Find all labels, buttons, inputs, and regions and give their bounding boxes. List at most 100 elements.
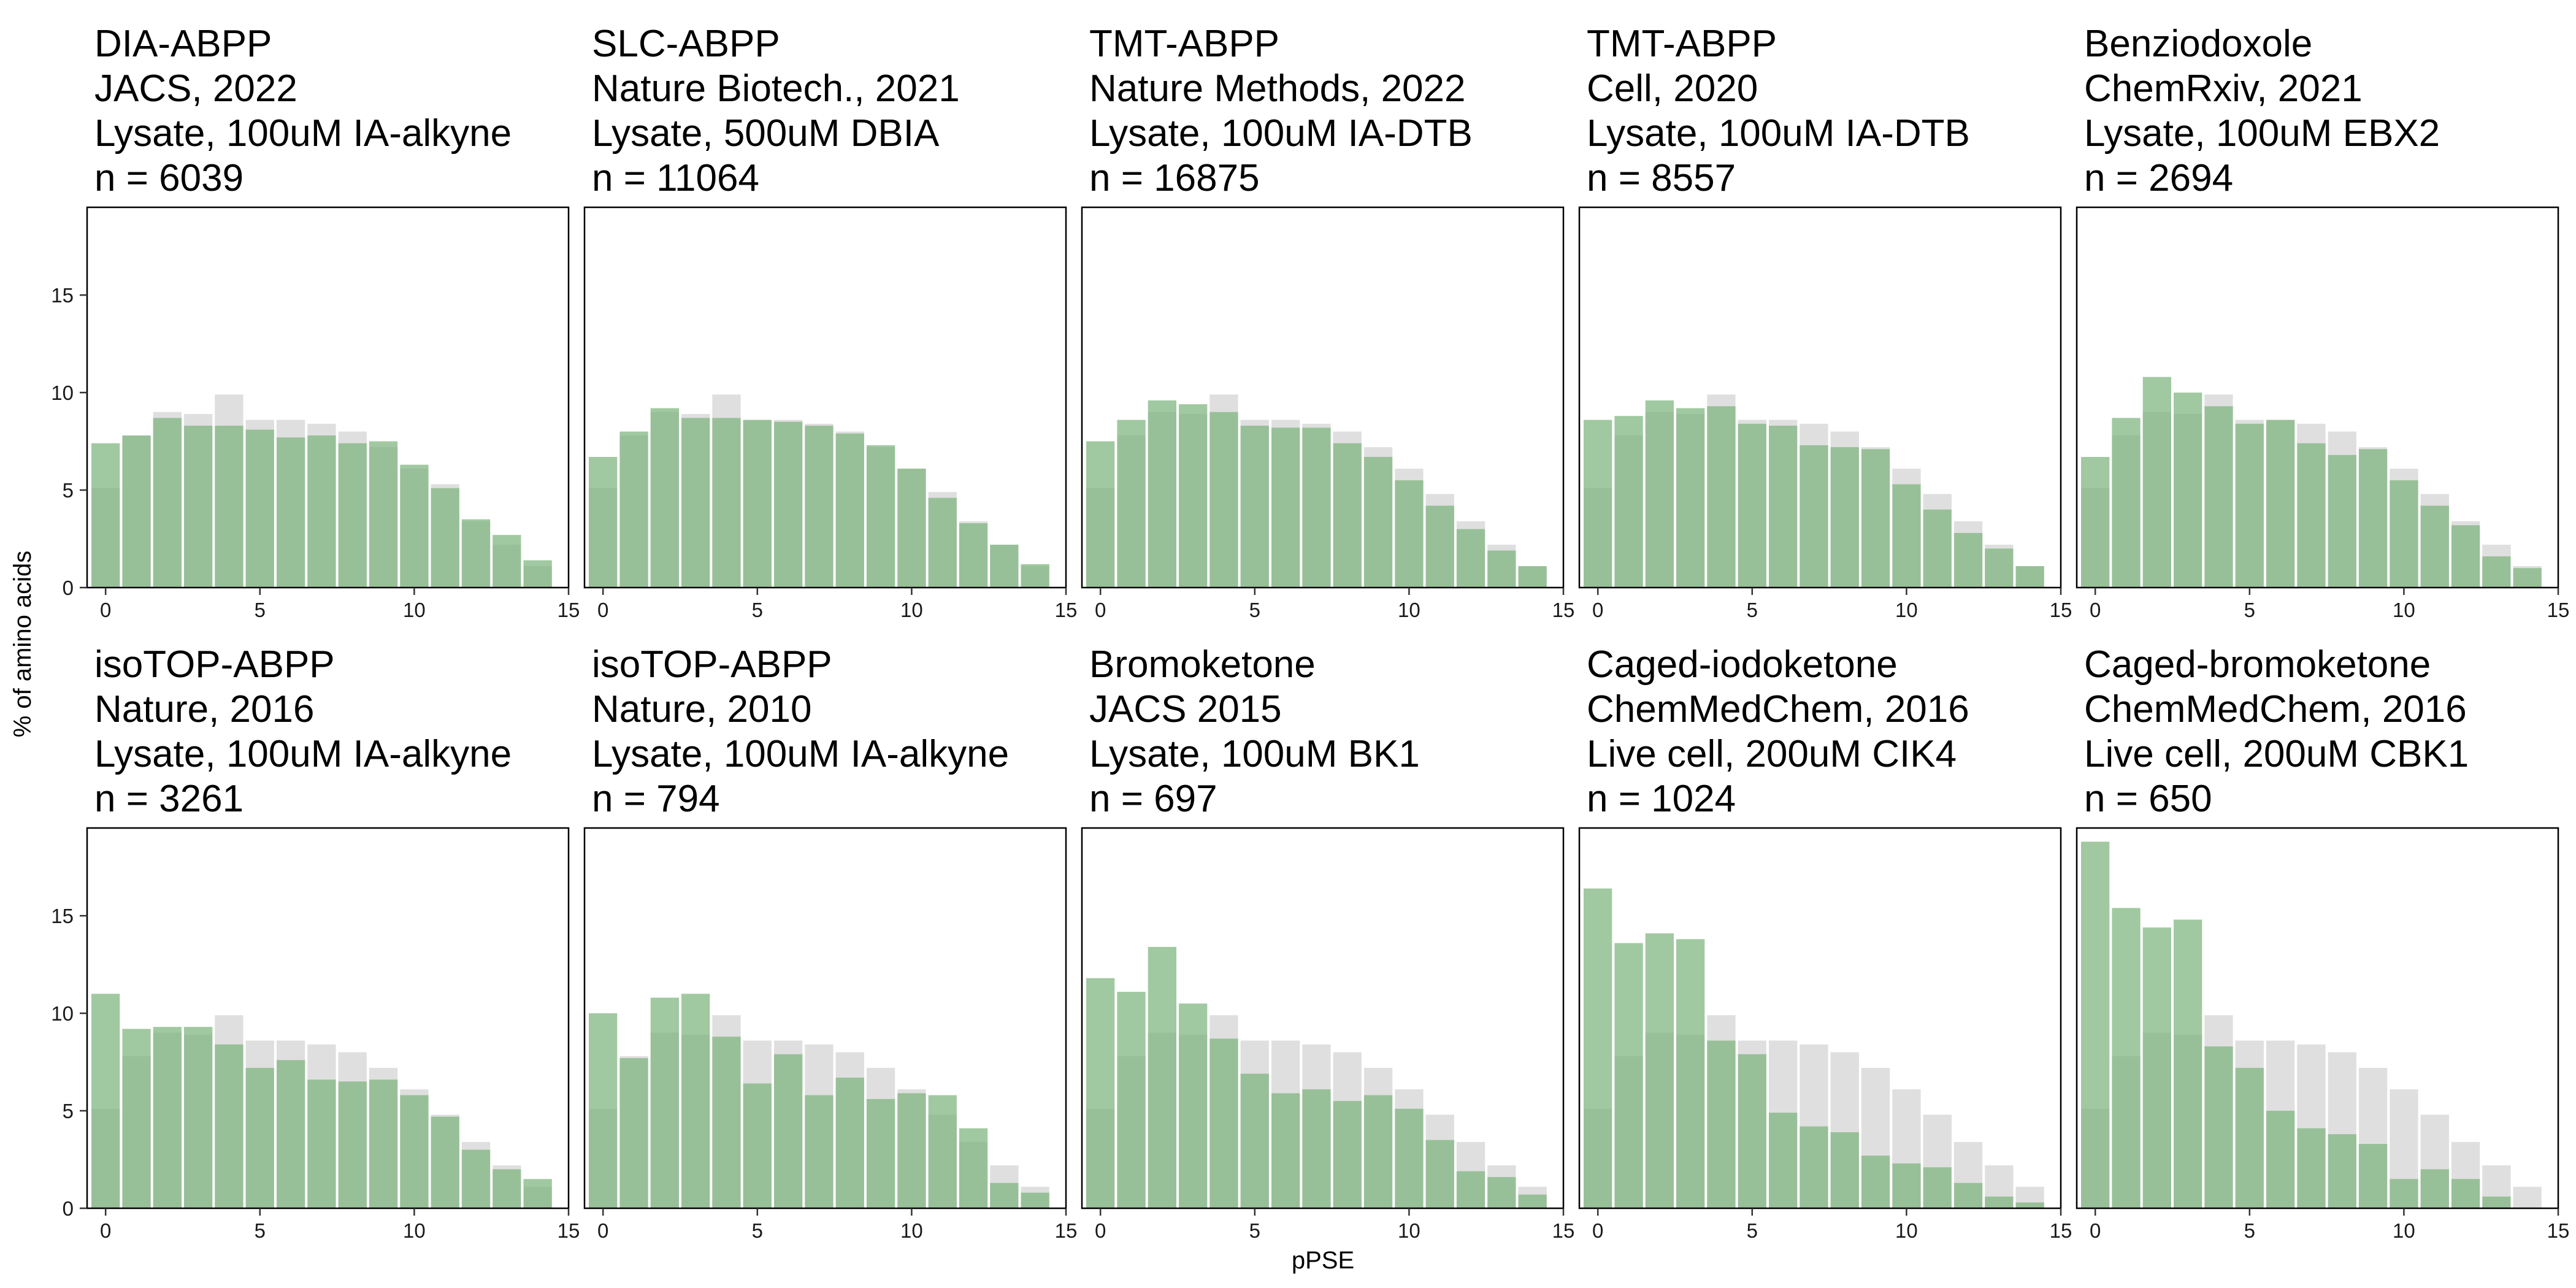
sample-bar	[774, 1054, 803, 1208]
x-tick-label: 10	[1895, 599, 1918, 621]
sample-bar	[1645, 400, 1674, 588]
y-tick-label: 10	[51, 1002, 74, 1025]
panel-title-line: Lysate, 500uM DBIA	[592, 112, 940, 155]
sample-bar	[1892, 1163, 1921, 1208]
sample-bar	[1425, 1140, 1454, 1208]
panel-title-line: DIA-ABPP	[94, 23, 272, 65]
sample-bar	[2266, 1111, 2295, 1208]
panel-title-line: Lysate, 100uM IA-alkyne	[592, 733, 1009, 775]
x-tick-label: 5	[1249, 1219, 1260, 1242]
sample-bar	[1117, 420, 1146, 588]
sample-bar	[1179, 404, 1208, 588]
sample-bars	[1584, 888, 2044, 1208]
x-tick-label: 10	[900, 1219, 923, 1242]
sample-bar	[461, 1149, 491, 1208]
x-tick-label: 15	[2050, 1219, 2072, 1242]
sample-bars	[91, 994, 552, 1208]
sample-bar	[1487, 550, 1516, 588]
x-tick-label: 5	[752, 1219, 763, 1242]
sample-bar	[2112, 908, 2141, 1208]
sample-bar	[805, 1095, 834, 1208]
sample-bar	[897, 1093, 926, 1208]
sample-bar	[1117, 992, 1146, 1208]
sample-bar	[1425, 505, 1454, 588]
sample-bar	[277, 437, 305, 588]
sample-bar	[2358, 449, 2388, 588]
sample-bar	[2204, 406, 2233, 588]
sample-bar	[681, 994, 710, 1208]
x-tick-label: 15	[558, 1219, 580, 1242]
x-tick-label: 0	[1095, 1219, 1106, 1242]
x-tick-label: 0	[100, 599, 111, 621]
panel-border	[1081, 206, 1565, 589]
sample-bar	[1456, 529, 1485, 588]
sample-bar	[835, 1078, 864, 1208]
sample-bar	[743, 420, 772, 588]
sample-bar	[650, 408, 679, 588]
x-tick-label: 5	[255, 1219, 266, 1242]
sample-bar	[1240, 1073, 1269, 1208]
panel-title-line: Nature Biotech., 2021	[592, 67, 960, 110]
sample-bar	[1271, 1093, 1300, 1208]
sample-bar	[589, 457, 618, 588]
x-tick-label: 15	[1552, 599, 1575, 621]
panel-border	[86, 206, 570, 589]
sample-bar	[2513, 568, 2542, 588]
sample-bar	[1148, 400, 1176, 588]
sample-bar	[369, 1079, 398, 1208]
sample-bar	[431, 488, 459, 588]
sample-bar	[2482, 556, 2511, 588]
sample-bar	[743, 1083, 772, 1208]
sample-bar	[91, 443, 120, 588]
x-axis-label: pPSE	[1292, 1247, 1354, 1274]
sample-bar	[1021, 564, 1049, 588]
sample-bar	[1395, 1108, 1424, 1208]
x-tick-label: 15	[558, 599, 580, 621]
sample-bar	[1707, 406, 1736, 588]
sample-bar	[493, 1169, 521, 1208]
sample-bar	[1738, 1054, 1766, 1208]
sample-bar	[1086, 978, 1115, 1208]
sample-bar	[712, 418, 741, 588]
sample-bar	[928, 497, 957, 588]
x-tick-label: 10	[1895, 1219, 1918, 1242]
sample-bar	[2358, 1144, 2388, 1208]
panel-title-line: n = 11064	[592, 157, 759, 199]
sample-bar	[369, 441, 398, 588]
sample-bar	[835, 433, 864, 588]
sample-bar	[338, 443, 367, 588]
panel-title-line: n = 1024	[1587, 778, 1736, 820]
sample-bars	[589, 994, 1049, 1208]
panel-title-line: TMT-ABPP	[1089, 23, 1279, 65]
x-tick-label: 10	[1398, 599, 1420, 621]
panel-title-line: n = 16875	[1089, 157, 1260, 199]
sample-bar	[1769, 426, 1798, 588]
sample-bar	[307, 435, 336, 588]
sample-bar	[589, 1013, 618, 1208]
panel-title-line: n = 8557	[1587, 157, 1736, 199]
sample-bar	[650, 997, 679, 1208]
sample-bars	[2081, 841, 2511, 1208]
sample-bar	[1302, 1089, 1331, 1208]
x-tick-label: 0	[2090, 1219, 2101, 1242]
panel-title-line: Lysate, 100uM IA-alkyne	[94, 733, 512, 775]
panel-title-line: ChemRxiv, 2021	[2084, 67, 2363, 110]
sample-bar	[2174, 393, 2202, 588]
panel-title-line: n = 3261	[94, 778, 243, 820]
sample-bar	[2266, 420, 2295, 588]
sample-bar	[2015, 566, 2044, 588]
x-tick-label: 0	[1095, 599, 1106, 621]
sample-bar	[1861, 1156, 1890, 1208]
sample-bar	[1953, 1183, 1983, 1208]
sample-bar	[2420, 1169, 2449, 1208]
sample-bar	[400, 1095, 429, 1208]
x-tick-label: 10	[2393, 1219, 2415, 1242]
x-tick-label: 10	[403, 1219, 426, 1242]
panel-title-line: Lysate, 100uM IA-DTB	[1089, 112, 1473, 155]
x-tick-label: 0	[1592, 1219, 1603, 1242]
sample-bar	[1892, 484, 1921, 588]
